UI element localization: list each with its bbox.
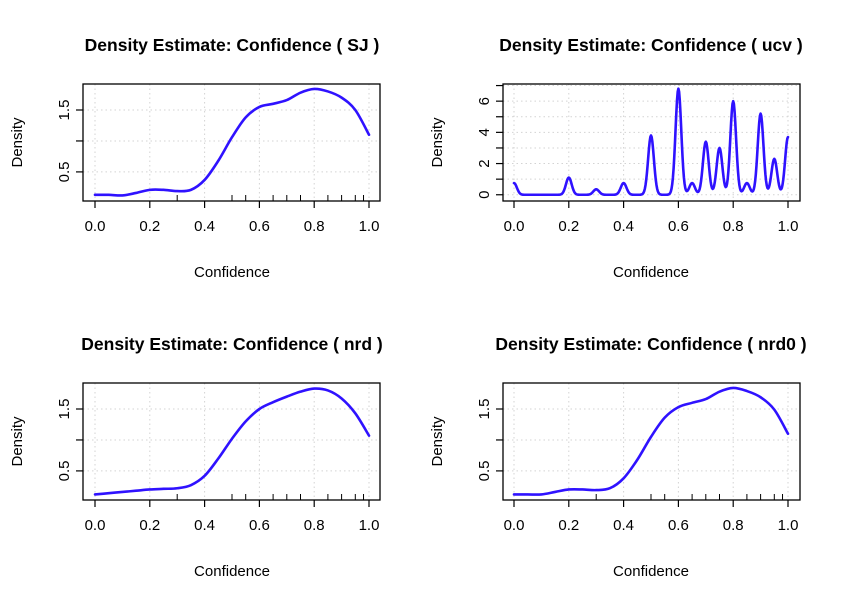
y-tick-label: 2 — [476, 159, 493, 167]
x-tick-label: 0.6 — [668, 517, 689, 534]
y-tick-label: 0.5 — [56, 460, 73, 481]
plot-box — [502, 382, 801, 501]
x-axis-label: Confidence — [613, 563, 689, 580]
x-tick-label: 0.8 — [723, 517, 744, 534]
y-tick-label: 6 — [476, 97, 493, 105]
x-tick-label: 1.0 — [359, 218, 380, 235]
y-axis-label: Density — [429, 416, 446, 467]
plot-box — [502, 83, 801, 202]
x-tick-label: 1.0 — [778, 517, 799, 534]
plot-box — [82, 83, 381, 202]
density-curve — [512, 87, 790, 197]
x-tick-label: 0.0 — [504, 218, 525, 235]
x-tick-label: 0.0 — [85, 218, 106, 235]
y-axis-label: Density — [429, 117, 446, 168]
x-tick-label: 0.8 — [304, 218, 325, 235]
y-tick-label: 0 — [476, 191, 493, 199]
x-tick-label: 1.0 — [778, 218, 799, 235]
x-tick-label: 0.4 — [194, 517, 215, 534]
y-tick-label: 0.5 — [56, 161, 73, 182]
chart-title: Density Estimate: Confidence ( nrd ) — [81, 334, 382, 354]
x-axis-label: Confidence — [194, 563, 270, 580]
chart-title: Density Estimate: Confidence ( nrd0 ) — [495, 334, 806, 354]
x-axis-label: Confidence — [194, 264, 270, 281]
x-tick-label: 0.6 — [668, 218, 689, 235]
x-tick-label: 0.2 — [558, 218, 579, 235]
chart-title: Density Estimate: Confidence ( ucv ) — [499, 35, 802, 55]
x-tick-label: 0.2 — [139, 218, 160, 235]
density-curve — [93, 387, 371, 496]
x-tick-label: 0.8 — [723, 218, 744, 235]
y-tick-label: 0.5 — [476, 460, 493, 481]
x-tick-label: 0.8 — [304, 517, 325, 534]
x-tick-label: 0.6 — [249, 218, 270, 235]
x-tick-label: 0.0 — [85, 517, 106, 534]
y-tick-label: 1.5 — [56, 399, 73, 420]
density-curve — [93, 87, 371, 197]
x-tick-label: 0.4 — [613, 517, 634, 534]
x-tick-label: 0.4 — [613, 218, 634, 235]
density-curve — [512, 386, 790, 496]
x-axis-label: Confidence — [613, 264, 689, 281]
x-tick-label: 0.2 — [558, 517, 579, 534]
y-axis-label: Density — [9, 117, 26, 168]
chart-title: Density Estimate: Confidence ( SJ ) — [85, 35, 380, 55]
y-tick-label: 1.5 — [56, 100, 73, 121]
y-axis-label: Density — [9, 416, 26, 467]
y-tick-label: 1.5 — [476, 399, 493, 420]
chart-panel-0: Density Estimate: Confidence ( SJ ) 0.0 0.… — [9, 35, 381, 281]
x-tick-label: 1.0 — [359, 517, 380, 534]
chart-panel-2: Density Estimate: Confidence ( nrd ) 0.0 0… — [9, 334, 383, 580]
chart-panel-3: Density Estimate: Confidence ( nrd0 ) 0.0… — [429, 334, 807, 580]
chart-panel-1: Density Estimate: Confidence ( ucv ) 0.0 0… — [429, 35, 803, 281]
x-tick-label: 0.0 — [504, 517, 525, 534]
x-tick-label: 0.6 — [249, 517, 270, 534]
x-tick-label: 0.2 — [139, 517, 160, 534]
x-tick-label: 0.4 — [194, 218, 215, 235]
y-tick-label: 4 — [476, 128, 493, 136]
